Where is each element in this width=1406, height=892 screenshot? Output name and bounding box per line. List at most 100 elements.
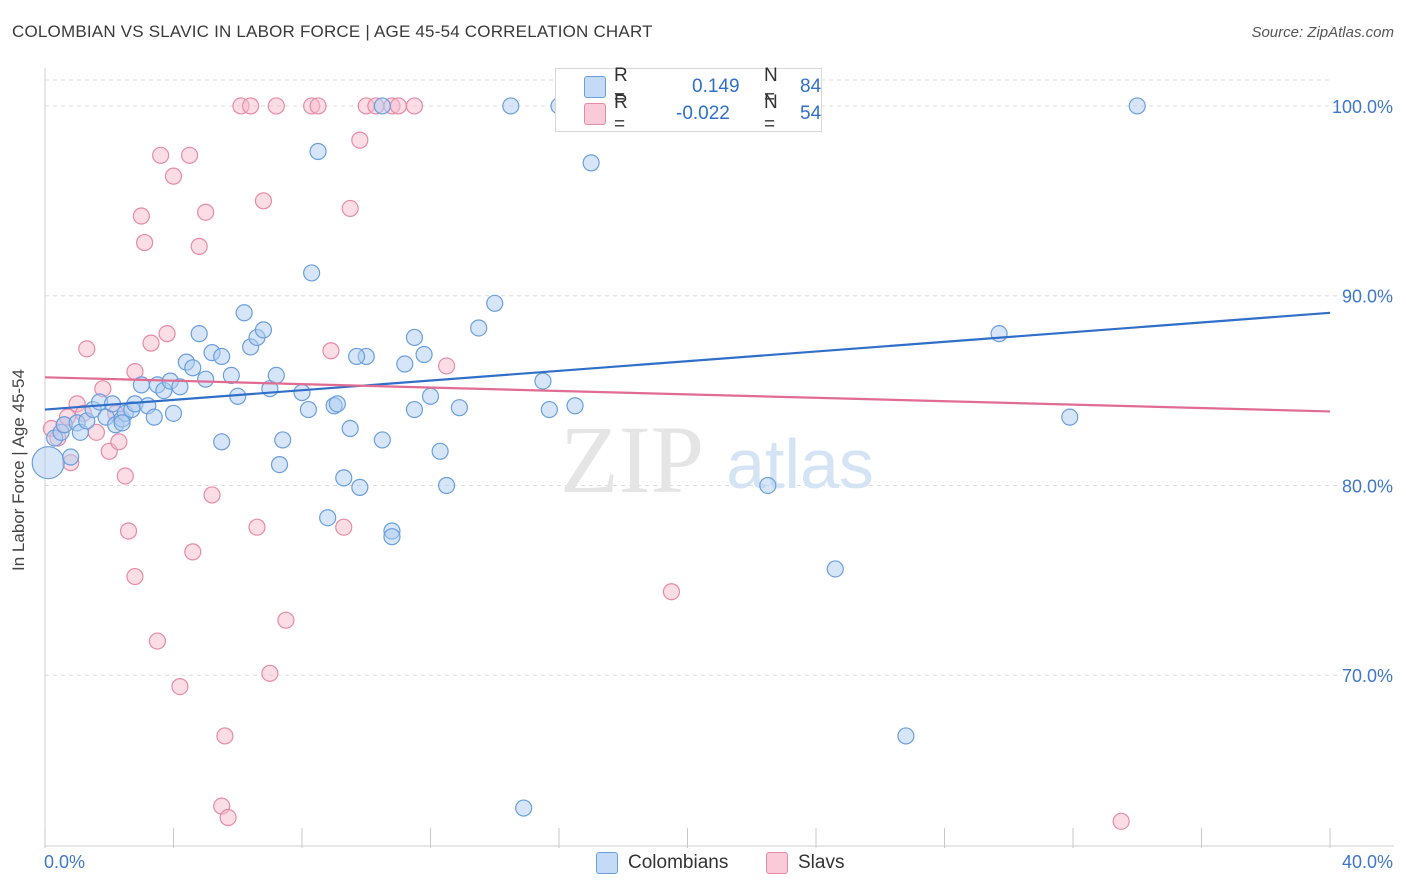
colombians-point: [171, 378, 189, 396]
colombians-point: [113, 414, 131, 432]
colombians-point: [267, 366, 285, 385]
slavs-point: [405, 97, 424, 115]
slavs-point: [78, 340, 96, 358]
colombians-point: [270, 455, 289, 474]
colombians-point: [540, 400, 558, 419]
colombians-point: [197, 370, 215, 388]
slavs-point: [277, 611, 295, 629]
colombians-point: [62, 448, 80, 466]
colombians-legend-swatch: [596, 852, 618, 874]
slavs-point: [142, 334, 160, 352]
slavs-point: [662, 583, 681, 601]
colombians-point: [470, 319, 488, 337]
n-value: 84: [800, 76, 822, 97]
tick-labels: 70.0% 80.0% 90.0% 100.0% 0.0% 40.0%: [44, 97, 1393, 872]
slavs-point: [110, 433, 128, 451]
colombians-point: [222, 366, 240, 385]
slavs-point: [152, 146, 170, 164]
slavs-point: [351, 131, 369, 149]
colombians-trend-line: [44, 311, 1331, 411]
slavs-point: [341, 199, 359, 218]
r-value: 0.149: [692, 76, 740, 97]
trend-lines: [44, 311, 1331, 413]
colombians-point: [190, 325, 208, 343]
colombians-point: [235, 304, 253, 322]
axes: [44, 68, 1394, 848]
r-value: -0.022: [676, 103, 730, 124]
slavs-point: [335, 518, 353, 536]
colombians-point: [486, 294, 504, 312]
legend-item-slavs: Slavs: [766, 852, 844, 874]
slavs-point: [219, 808, 237, 827]
slavs-point: [197, 203, 215, 221]
y-tick-label: 90.0%: [1342, 287, 1393, 307]
slavs-point: [322, 342, 340, 360]
slavs-point: [171, 678, 189, 696]
legend-item-colombians: Colombians: [596, 852, 728, 874]
slavs-point: [184, 543, 202, 561]
slavs-point: [190, 237, 208, 255]
slavs-point: [180, 146, 199, 164]
chart-source: Source: ZipAtlas.com: [1251, 24, 1394, 41]
slavs-point: [119, 522, 138, 540]
colombians-point: [1061, 408, 1079, 426]
colombians-point: [566, 397, 584, 415]
colombians-point: [826, 560, 844, 578]
slavs-point: [389, 97, 407, 115]
n-value: 54: [800, 103, 822, 124]
y-axis-label: In Labor Force | Age 45-54: [9, 369, 28, 571]
watermark: ZIP atlas: [560, 406, 874, 513]
colombians-point: [213, 433, 231, 451]
colombians-point: [341, 419, 359, 438]
slavs-point: [158, 325, 176, 343]
colombians-point: [373, 431, 391, 449]
colombians-point: [515, 799, 533, 817]
colombians-point: [164, 404, 183, 422]
slavs-point: [242, 97, 260, 115]
colombians-point: [502, 97, 520, 115]
colombians-point: [450, 399, 469, 417]
n-label: N =: [764, 92, 778, 135]
colombians-point: [383, 528, 401, 546]
colombians-point: [1128, 97, 1146, 115]
chart-title: COLOMBIAN VS SLAVIC IN LABOR FORCE | AGE…: [12, 22, 653, 41]
watermark-zip: ZIP: [560, 406, 704, 513]
colombians-point: [254, 321, 273, 339]
colombians-point: [431, 442, 449, 460]
colombians-point: [437, 476, 456, 495]
colombians-point: [534, 372, 552, 390]
colombians-point: [31, 446, 65, 480]
slavs-point: [116, 467, 134, 485]
colombians-point: [415, 345, 433, 364]
r-label: R =: [614, 65, 628, 108]
colombians-point: [213, 347, 231, 366]
slavs-trend-line: [44, 376, 1331, 413]
slavs-point: [148, 632, 167, 650]
colombians-point: [405, 400, 424, 419]
slavs-point: [164, 167, 183, 185]
watermark-atlas: atlas: [726, 425, 874, 503]
colombians-point: [759, 476, 777, 495]
r-label: R =: [614, 92, 628, 135]
colombians-point: [293, 383, 311, 402]
slavs-point: [261, 664, 279, 682]
colombians-point: [309, 142, 327, 161]
colombians-point: [897, 727, 915, 745]
colombians-point: [184, 359, 202, 377]
colombians-point: [335, 469, 353, 487]
n-label: N =: [764, 65, 778, 108]
colombians-point: [303, 264, 321, 282]
slavs-point: [216, 727, 234, 745]
colombians-point: [348, 347, 366, 366]
colombians-point: [421, 387, 440, 405]
slavs-point: [135, 233, 154, 252]
y-tick-label: 100.0%: [1332, 97, 1393, 117]
colombians-point: [990, 325, 1008, 343]
slavs-point: [267, 97, 285, 115]
slavs-legend-label: Slavs: [798, 852, 845, 873]
colombians-swatch: [584, 76, 606, 98]
slavs-legend-swatch: [766, 852, 788, 874]
slavs-swatch: [584, 103, 606, 125]
colombians-point: [319, 509, 337, 527]
